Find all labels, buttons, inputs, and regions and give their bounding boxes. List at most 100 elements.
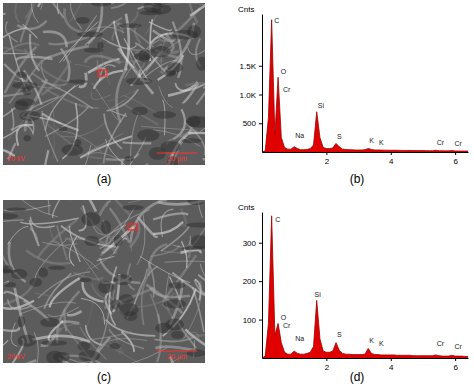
texture-stroke <box>185 83 205 86</box>
voltage: 20 kV <box>7 353 25 360</box>
texture-shadow <box>18 335 37 347</box>
y-axis-title: Cnts <box>238 5 254 14</box>
texture-shadow <box>181 138 202 143</box>
texture-stroke <box>102 38 137 49</box>
y-tick-mark <box>259 281 262 282</box>
y-tick: 1.0K <box>240 91 262 100</box>
texture-stroke <box>190 3 205 16</box>
texture-shadow <box>119 23 142 27</box>
texture-shadow <box>125 156 135 162</box>
texture-shadow <box>18 316 25 327</box>
texture-stroke <box>45 3 64 18</box>
micrograph-bg <box>3 200 205 363</box>
texture-shadow <box>122 205 144 210</box>
element-label: Cr <box>437 340 445 347</box>
texture-shadow <box>186 222 205 227</box>
x-tick: 4 <box>389 358 394 372</box>
texture-stroke <box>4 292 28 302</box>
y-axis: 5001.0K1.5K <box>240 15 263 153</box>
x-tick-label: 6 <box>453 157 458 166</box>
micrograph-bg <box>3 3 205 165</box>
element-label: S <box>337 331 342 338</box>
texture-shadow <box>149 46 171 57</box>
x-tick-mark <box>391 152 392 155</box>
texture-stroke <box>30 34 39 71</box>
texture-stroke <box>108 342 121 354</box>
texture-shadow <box>172 30 198 40</box>
y-axis-title: Cnts <box>238 203 254 212</box>
x-axis: 246 <box>263 358 469 372</box>
texture-shadow <box>110 299 120 309</box>
texture-stroke <box>42 150 49 165</box>
element-label: C <box>274 17 279 24</box>
texture-shadow <box>19 111 40 121</box>
texture-shadow <box>187 200 205 205</box>
texture-shadow <box>16 72 27 79</box>
texture-stroke <box>30 228 38 242</box>
texture-shadow <box>75 17 89 24</box>
scale-bar-label: 20 µm <box>167 353 187 361</box>
texture-shadow <box>124 311 138 321</box>
texture-shadow <box>187 115 200 127</box>
texture-stroke <box>196 87 205 104</box>
micrograph: 20 kV 20 µm <box>0 146 241 391</box>
texture-shadow <box>3 213 19 219</box>
spectrum-chart: 246100200300CntsCOCrNaSiSKKCrCr <box>238 203 469 372</box>
texture-shadow <box>16 99 36 107</box>
y-tick-mark <box>259 123 262 124</box>
texture-stroke <box>35 293 54 298</box>
texture-shadow <box>78 341 91 350</box>
texture-shadow <box>81 212 100 226</box>
texture-stroke <box>155 347 195 351</box>
texture-shadow <box>155 323 173 333</box>
texture-shadow <box>168 282 185 289</box>
x-tick-mark <box>326 152 327 155</box>
texture-stroke <box>80 332 132 341</box>
y-axis-line <box>262 15 263 153</box>
texture-stroke <box>53 200 73 218</box>
texture-stroke <box>3 43 39 53</box>
voltage: 20 kV <box>7 155 25 162</box>
texture-shadow <box>41 340 67 345</box>
scale-bar <box>157 350 197 351</box>
texture-stroke <box>109 339 147 342</box>
x-tick: 6 <box>453 152 458 166</box>
plot-area <box>262 20 468 152</box>
texture-stroke <box>161 209 173 237</box>
texture-shadow <box>77 32 103 38</box>
element-label: Cr <box>455 140 463 147</box>
x-tick: 6 <box>453 358 458 372</box>
element-label: Na <box>295 335 304 342</box>
texture-shadow <box>84 236 99 246</box>
spectrum-line <box>262 216 468 358</box>
x-tick-label: 2 <box>325 157 330 166</box>
texture-stroke <box>153 213 188 219</box>
texture-stroke <box>159 86 173 107</box>
texture-shadow <box>62 144 84 156</box>
texture-stroke <box>164 261 205 265</box>
texture-stroke <box>12 125 33 133</box>
texture-stroke <box>150 245 179 257</box>
texture-shadow <box>144 3 163 13</box>
micrograph-texture <box>3 3 205 165</box>
texture-stroke <box>122 142 151 143</box>
texture-shadow <box>113 274 132 285</box>
panel-label: (c) <box>97 370 111 384</box>
texture-stroke <box>55 200 71 201</box>
texture-stroke <box>44 273 71 308</box>
texture-shadow <box>109 343 120 349</box>
texture-stroke <box>86 133 122 152</box>
texture-shadow <box>137 129 159 141</box>
texture-stroke <box>15 3 23 23</box>
texture-stroke <box>20 218 78 224</box>
texture-stroke <box>80 136 132 158</box>
texture-stroke <box>118 48 153 94</box>
texture-stroke <box>3 327 19 331</box>
texture-shadow <box>3 282 16 287</box>
texture-stroke <box>88 68 106 77</box>
texture-stroke <box>138 363 143 364</box>
texture-stroke <box>36 3 42 7</box>
y-tick-label: 1.0K <box>240 91 257 100</box>
texture-shadow <box>30 278 43 287</box>
texture-stroke <box>109 266 116 325</box>
